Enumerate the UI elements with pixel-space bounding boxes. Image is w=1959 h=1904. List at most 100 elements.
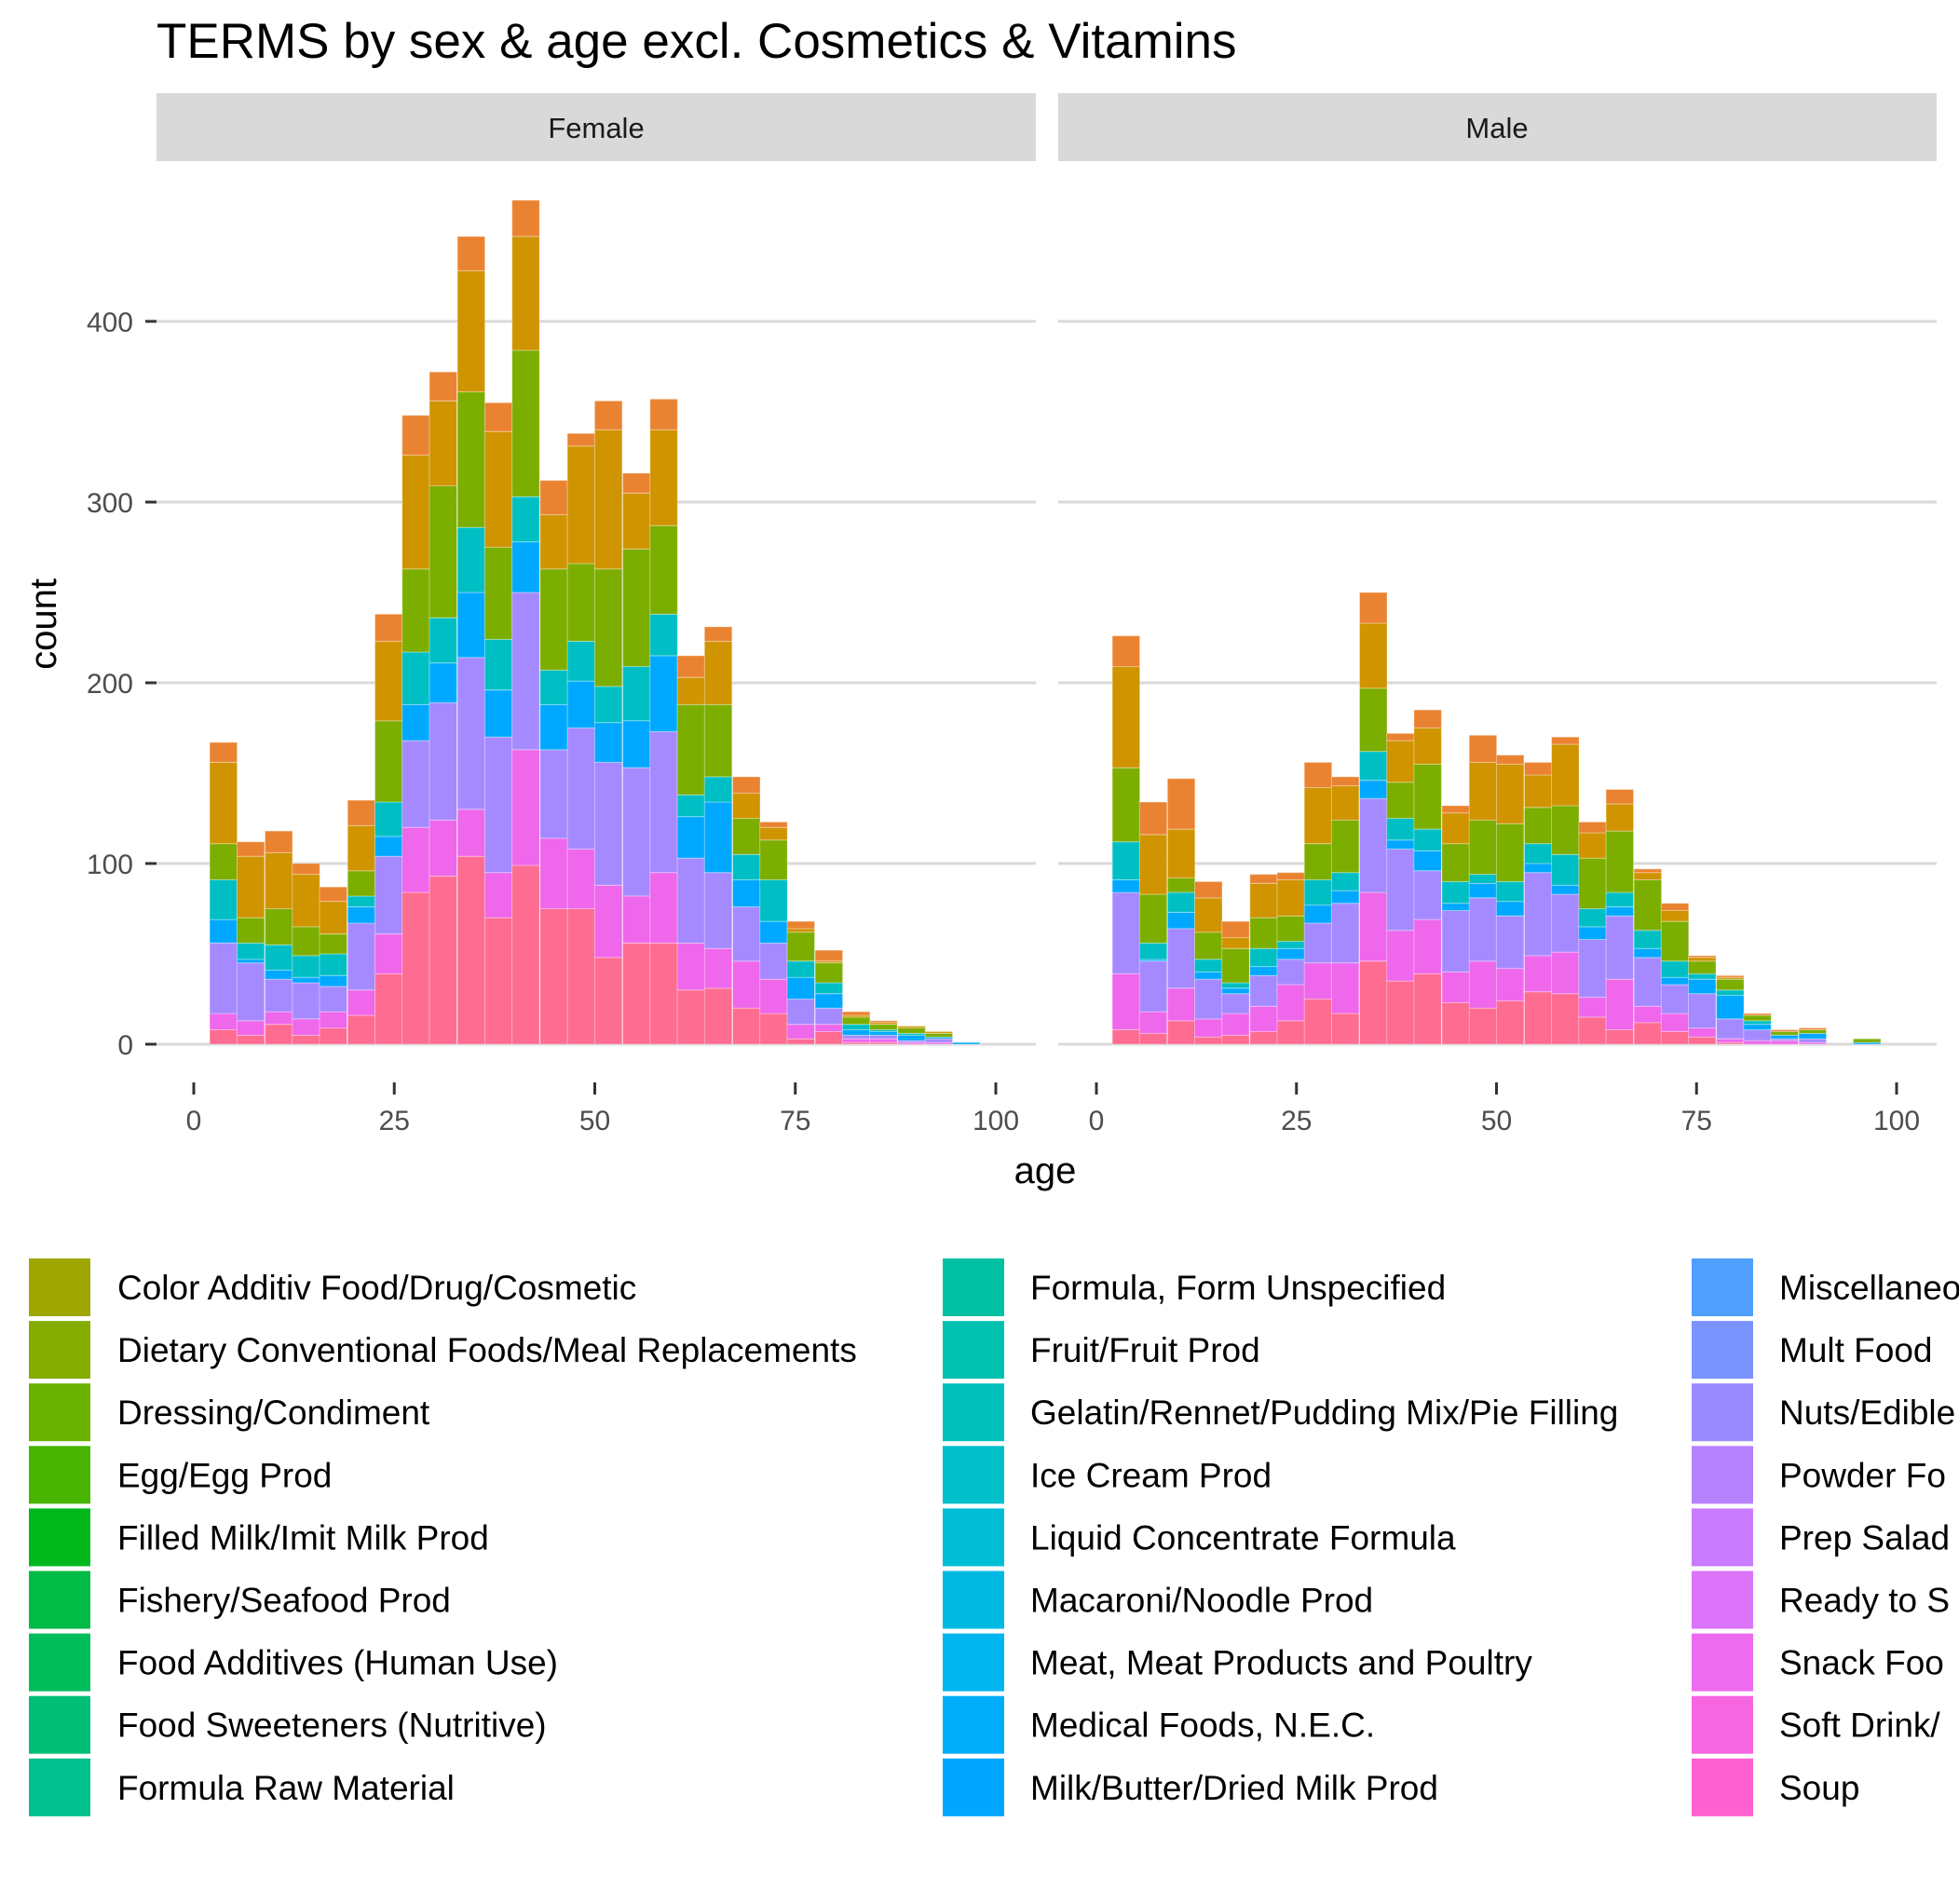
bar-segment-male-bin10-band7 (1359, 622, 1388, 689)
bar-segment-male-bin26-band3 (1798, 1038, 1828, 1043)
bar-segment-male-bin18-band1 (1578, 1016, 1607, 1045)
bar-segment-female-bin23-band2 (814, 1024, 844, 1032)
bar-segment-female-bin5-band2 (319, 1011, 347, 1029)
legend-key (29, 1508, 90, 1567)
bar-segment-male-bin15-band8 (1495, 755, 1525, 765)
bar-segment-male-bin5-band2 (1221, 1013, 1250, 1036)
bar-segment-male-bin16-band8 (1523, 761, 1553, 776)
bar-segment-male-bin7-band4 (1276, 947, 1305, 960)
y-axis-title: count (23, 578, 64, 670)
bar-segment-male-bin1-band2 (1111, 972, 1141, 1030)
bar-segment-female-bin14-band5 (566, 640, 596, 682)
bar-segment-female-bin15-band8 (593, 400, 623, 430)
bar-segment-female-bin17-band1 (649, 942, 678, 1045)
bar-segment-female-bin5-band3 (319, 986, 347, 1013)
bar-segment-male-bin17-band8 (1551, 736, 1580, 745)
bar-segment-male-bin26-band8 (1798, 1027, 1828, 1030)
legend-key (29, 1258, 90, 1316)
bar-segment-female-bin17-band8 (649, 398, 678, 430)
bar-segment-male-bin10-band6 (1359, 687, 1388, 753)
bar-segment-male-bin17-band2 (1551, 951, 1580, 995)
bar-segment-male-bin4-band4 (1194, 971, 1223, 980)
bar-segment-female-bin5-band1 (319, 1027, 347, 1045)
bar-segment-female-bin23-band1 (814, 1030, 844, 1045)
bar-segment-female-bin10-band2 (456, 809, 486, 857)
bar-segment-female-bin12-band6 (511, 349, 540, 497)
bar-segment-female-bin16-band3 (622, 767, 651, 897)
bar-segment-female-bin24-band2 (841, 1038, 871, 1043)
bar-segment-male-bin23-band5 (1716, 989, 1745, 997)
bar-segment-male-bin12-band6 (1413, 763, 1442, 830)
bar-segment-female-bin7-band3 (374, 855, 403, 935)
bar-segment-female-bin11-band3 (483, 736, 513, 874)
bar-segment-female-bin8-band6 (401, 568, 430, 653)
bar-segment-male-bin2-band1 (1138, 1032, 1168, 1045)
bar-segment-female-bin4-band3 (292, 982, 320, 1020)
bar-segment-male-bin4-band3 (1194, 978, 1223, 1020)
bar-segment-female-bin22-band5 (786, 960, 815, 978)
bar-segment-female-bin26-band7 (897, 1026, 926, 1028)
bar-segment-female-bin12-band8 (511, 199, 540, 238)
bar-segment-female-bin7-band4 (374, 836, 403, 857)
bar-segment-female-bin3-band2 (265, 1011, 293, 1026)
legend-key (1692, 1383, 1753, 1442)
bar-segment-male-bin3-band4 (1166, 911, 1196, 930)
bar-segment-male-bin20-band2 (1633, 1005, 1663, 1024)
bar-segment-female-bin8-band7 (401, 455, 430, 570)
bar-segment-female-bin1-band3 (209, 942, 238, 1014)
bar-segment-male-bin3-band8 (1166, 778, 1196, 830)
y-tick-label: 100 (87, 850, 133, 880)
bar-segment-male-bin20-band4 (1633, 947, 1663, 959)
bar-segment-male-bin6-band2 (1249, 1005, 1278, 1033)
bar-segment-female-bin5-band4 (319, 974, 347, 987)
legend-key (1692, 1321, 1753, 1380)
bar-segment-male-bin15-band6 (1495, 823, 1525, 882)
bar-segment-male-bin2-band6 (1138, 893, 1168, 944)
bar-segment-male-bin13-band5 (1441, 880, 1470, 904)
x-tick-label: 50 (579, 1106, 610, 1136)
bar-segment-female-bin19-band4 (703, 801, 733, 874)
legend-label: Meat, Meat Products and Poultry (1030, 1644, 1532, 1682)
bar-segment-male-bin16-band2 (1523, 955, 1553, 993)
bar-segment-male-bin22-band1 (1688, 1036, 1717, 1045)
bar-segment-male-bin11-band2 (1386, 930, 1415, 982)
bar-segment-male-bin19-band5 (1605, 891, 1635, 907)
bar-segment-male-bin20-band5 (1633, 930, 1663, 949)
bar-segment-male-bin12-band1 (1413, 972, 1442, 1045)
bar-segment-female-bin1-band8 (209, 741, 238, 763)
bar-segment-female-bin11-band2 (483, 872, 513, 918)
x-axis: 0 25 50 75 100 0 25 50 75 100 (186, 1082, 1920, 1136)
bar-segment-male-bin6-band8 (1249, 874, 1278, 884)
legend-key (29, 1446, 90, 1504)
bar-segment-male-bin3-band7 (1166, 828, 1196, 878)
bar-segment-female-bin13-band8 (539, 480, 568, 516)
bar-segment-male-bin7-band3 (1276, 959, 1305, 986)
legend-label: Egg/Egg Prod (117, 1456, 332, 1494)
bar-segment-male-bin23-band4 (1716, 995, 1745, 1020)
bar-segment-female-bin21-band2 (759, 978, 788, 1014)
bar-segment-female-bin3-band3 (265, 978, 293, 1013)
y-tick-label: 400 (87, 307, 133, 338)
strip-male (1058, 93, 1937, 161)
legend-label: Miscellaneo (1779, 1269, 1959, 1307)
bar-segment-female-bin9-band6 (429, 485, 457, 619)
bar-segment-male-bin1-band3 (1111, 891, 1141, 974)
bar-segment-female-bin17-band7 (649, 428, 678, 526)
bar-segment-female-bin23-band4 (814, 993, 844, 1009)
x-tick-label: 25 (379, 1106, 410, 1136)
bar-segment-female-bin23-band8 (814, 949, 844, 962)
legend-key (29, 1571, 90, 1629)
y-tick-label: 200 (87, 669, 133, 700)
bar-segment-male-bin14-band8 (1468, 734, 1498, 763)
bar-segment-female-bin16-band8 (622, 472, 651, 494)
bar-segment-male-bin14-band1 (1468, 1007, 1498, 1045)
bar-segment-female-bin13-band3 (539, 749, 568, 839)
bar-segment-male-bin28-band6 (1853, 1038, 1882, 1043)
bar-segment-male-bin22-band7 (1688, 957, 1717, 962)
bar-segment-female-bin21-band8 (759, 821, 788, 828)
bar-segment-female-bin8-band1 (401, 891, 430, 1045)
bar-segment-female-bin17-band3 (649, 730, 678, 874)
bar-segment-male-bin8-band7 (1303, 787, 1333, 845)
bar-segment-male-bin14-band6 (1468, 819, 1498, 876)
